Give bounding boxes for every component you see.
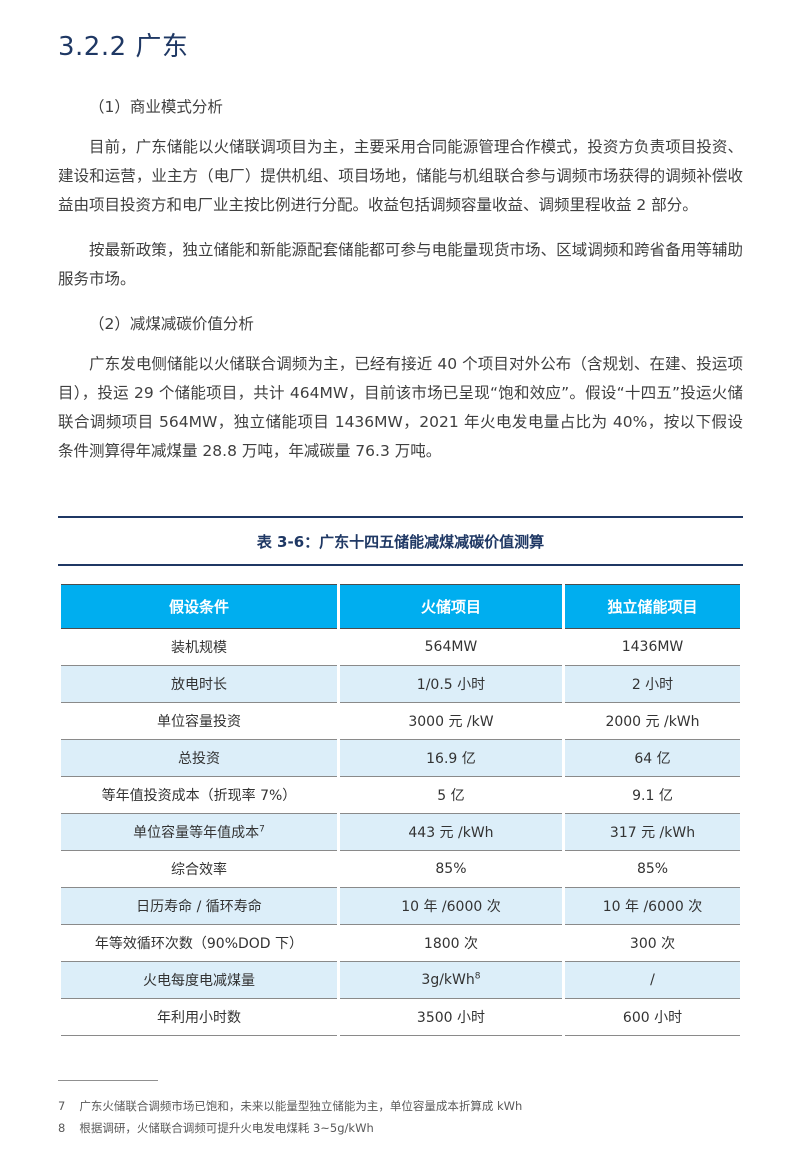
table-body: 装机规模 564MW 1436MW 放电时长 1/0.5 小时 2 小时 单位容量投资 300…	[61, 629, 740, 1036]
footnote-line: 7 广东火储联合调频市场已饱和，未来以能量型独立储能为主，单位容量成本折算成 kW…	[58, 1095, 743, 1117]
value-cell-independent: 64 亿	[565, 740, 740, 777]
value-cell-fire: 85%	[339, 851, 562, 888]
footnote-marker: 8	[58, 1121, 66, 1135]
table-row: 单位容量等年值成本7 443 元 /kWh 317 元 /kWh	[61, 814, 740, 851]
value-cell-independent: 1436MW	[565, 629, 740, 666]
label-cell: 总投资	[61, 740, 337, 777]
value-cell-fire: 5 亿	[339, 777, 562, 814]
label-cell: 放电时长	[61, 666, 337, 703]
value-cell-fire: 1/0.5 小时	[339, 666, 562, 703]
footnote-marker: 7	[58, 1099, 66, 1113]
subhead-coal-carbon-value: （2）减煤减碳价值分析	[89, 315, 254, 333]
footnote-ref: 8	[474, 971, 481, 982]
section-heading: 3.2.2 广东	[58, 32, 189, 62]
value-cell-independent: 2 小时	[565, 666, 740, 703]
table-caption: 表 3-6：广东十四五储能减煤减碳价值测算	[256, 533, 545, 551]
value-cell-independent: /	[565, 962, 740, 999]
table-row: 火电每度电减煤量 3g/kWh8/	[61, 962, 740, 999]
table-header-row: 假设条件 火储项目 独立储能项目	[61, 584, 740, 629]
value-cell-independent: 300 次	[565, 925, 740, 962]
table-row: 装机规模 564MW 1436MW	[61, 629, 740, 666]
label-cell: 综合效率	[61, 851, 337, 888]
table-header: 假设条件 火储项目 独立储能项目	[61, 584, 740, 629]
paragraph-policy: 按最新政策，独立储能和新能源配套储能都可参与电能量现货市场、区域调频和跨省备用等…	[58, 241, 743, 288]
label-cell: 日历寿命 / 循环寿命	[61, 888, 337, 925]
footnote-text: 广东火储联合调频市场已饱和，未来以能量型独立储能为主，单位容量成本折算成 kWh	[79, 1099, 523, 1113]
label-cell: 年利用小时数	[61, 999, 337, 1036]
table-row: 综合效率 85% 85%	[61, 851, 740, 888]
table-row: 日历寿命 / 循环寿命 10 年 /6000 次 10 年 /6000 次	[61, 888, 740, 925]
footnotes: 7 广东火储联合调频市场已饱和，未来以能量型独立储能为主，单位容量成本折算成 kW…	[58, 1095, 743, 1139]
label-cell: 单位容量投资	[61, 703, 337, 740]
footnote-ref: 7	[259, 824, 265, 835]
value-cell-independent: 85%	[565, 851, 740, 888]
subhead-business-model: （1）商业模式分析	[89, 98, 223, 116]
value-cell-independent: 600 小时	[565, 999, 740, 1036]
table-row: 总投资 16.9 亿 64 亿	[61, 740, 740, 777]
table-row: 年等效循环次数（90%DOD 下） 1800 次 300 次	[61, 925, 740, 962]
value-cell-fire: 443 元 /kWh	[339, 814, 562, 851]
table-row: 年利用小时数 3500 小时 600 小时	[61, 999, 740, 1036]
value-cell-fire: 3000 元 /kW	[339, 703, 562, 740]
column-header-assumption: 假设条件	[61, 584, 337, 629]
label-cell: 装机规模	[61, 629, 337, 666]
value-cell-fire: 1800 次	[339, 925, 562, 962]
column-header-independent-storage: 独立储能项目	[565, 584, 740, 629]
table-caption-block: 表 3-6：广东十四五储能减煤减碳价值测算	[58, 516, 743, 566]
label-cell: 单位容量等年值成本7	[61, 814, 337, 851]
footnote-line: 8 根据调研，火储联合调频可提升火电发电煤耗 3~5g/kWh	[58, 1117, 743, 1139]
value-cell-independent: 9.1 亿	[565, 777, 740, 814]
value-cell-fire: 16.9 亿	[339, 740, 562, 777]
label-cell: 年等效循环次数（90%DOD 下）	[61, 925, 337, 962]
table-row: 等年值投资成本（折现率 7%） 5 亿 9.1 亿	[61, 777, 740, 814]
footnote-text: 根据调研，火储联合调频可提升火电发电煤耗 3~5g/kWh	[79, 1121, 374, 1135]
value-cell-fire: 3500 小时	[339, 999, 562, 1036]
label-cell: 火电每度电减煤量	[61, 962, 337, 999]
value-cell-fire: 10 年 /6000 次	[339, 888, 562, 925]
value-cell-independent: 2000 元 /kWh	[565, 703, 740, 740]
value-cell-fire: 564MW	[339, 629, 562, 666]
label-cell: 等年值投资成本（折现率 7%）	[61, 777, 337, 814]
footnote-separator	[58, 1080, 158, 1081]
assumptions-table: 假设条件 火储项目 独立储能项目 装机规模 564MW 1436MW 放电时长 1/0.…	[58, 584, 743, 1036]
column-header-fire-storage: 火储项目	[339, 584, 562, 629]
paragraph-business-model: 目前，广东储能以火储联调项目为主，主要采用合同能源管理合作模式，投资方负责项目投…	[58, 138, 743, 214]
value-cell-fire: 3g/kWh8	[339, 962, 562, 999]
value-cell-independent: 317 元 /kWh	[565, 814, 740, 851]
table-row: 放电时长 1/0.5 小时 2 小时	[61, 666, 740, 703]
table-row: 单位容量投资 3000 元 /kW 2000 元 /kWh	[61, 703, 740, 740]
paragraph-coal-carbon-analysis: 广东发电侧储能以火储联合调频为主，已经有接近 40 个项目对外公布（含规划、在建…	[58, 355, 743, 460]
value-cell-independent: 10 年 /6000 次	[565, 888, 740, 925]
